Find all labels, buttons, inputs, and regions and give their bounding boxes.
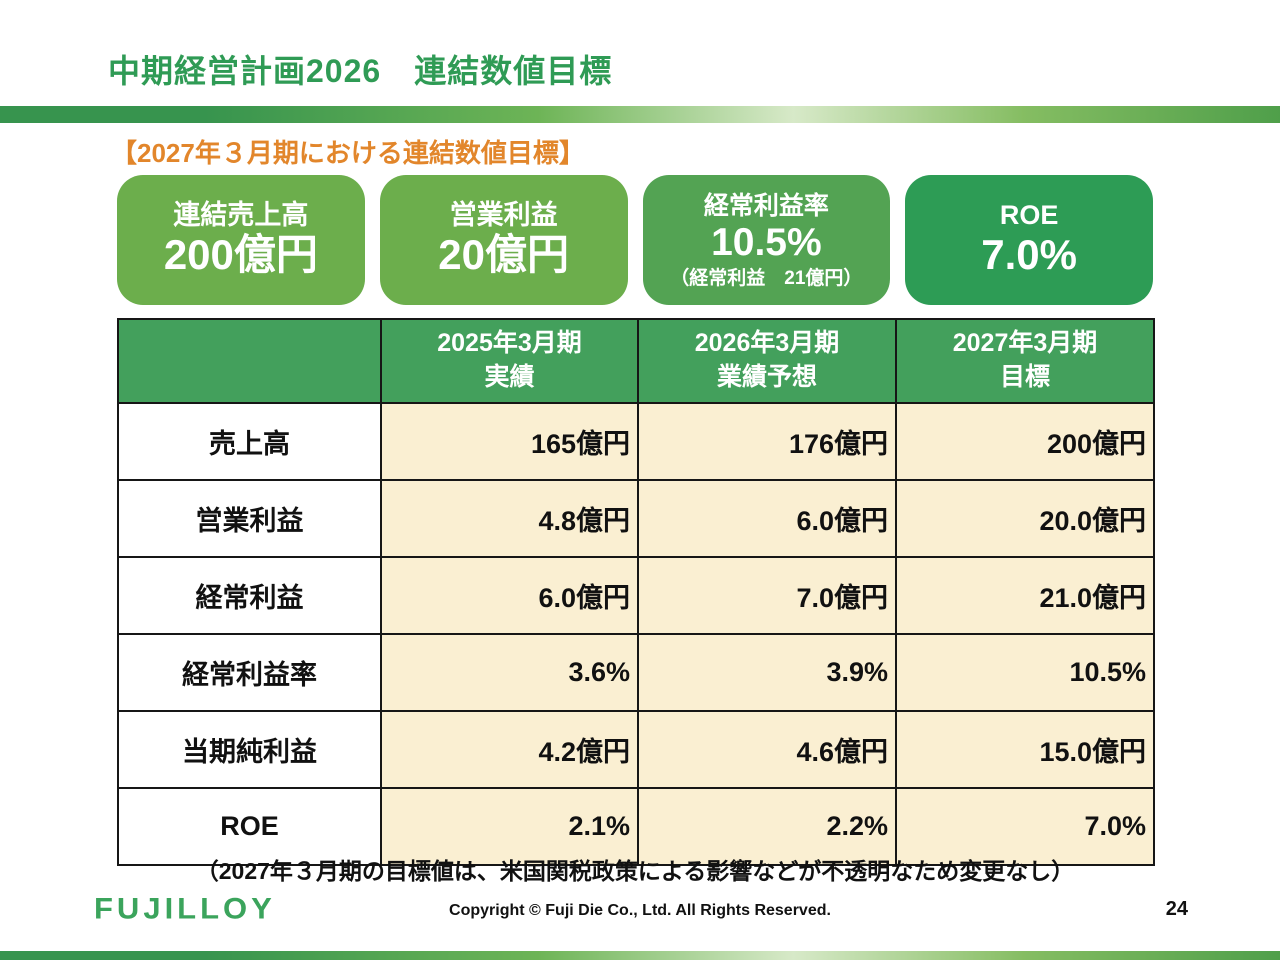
kpi-box-operating-profit: 営業利益 20億円	[379, 175, 628, 305]
value-cell: 2.1%	[380, 787, 639, 866]
header-line1: 2026年3月期	[694, 329, 840, 358]
row-label: 経常利益率	[117, 633, 382, 712]
kpi-value: 7.0%	[981, 231, 1077, 279]
row-label: ROE	[117, 787, 382, 866]
header-cell-fy2025: 2025年3月期 実績	[380, 318, 639, 404]
table-row: 売上高 165億円 176億円 200億円	[117, 402, 1155, 481]
table-footnote: （2027年３月期の目標値は、米国関税政策による影響などが不透明なため変更なし）	[195, 858, 1075, 884]
table-header-row: 2025年3月期 実績 2026年3月期 業績予想 2027年3月期 目標	[117, 318, 1155, 404]
section-heading: 【2027年３月期における連結数値目標】	[111, 138, 585, 168]
kpi-value: 20億円	[438, 231, 569, 279]
kpi-box-ordinary-profit-ratio: 経常利益率 10.5% （経常利益 21億円）	[642, 175, 891, 305]
header-line1: 2027年3月期	[952, 329, 1098, 358]
value-cell: 3.6%	[380, 633, 639, 712]
value-cell: 7.0%	[895, 787, 1155, 866]
bottom-accent-bar	[0, 951, 1280, 960]
value-cell: 20.0億円	[895, 479, 1155, 558]
kpi-box-roe: ROE 7.0%	[905, 175, 1153, 305]
value-cell: 6.0億円	[380, 556, 639, 635]
header-cell-fy2026: 2026年3月期 業績予想	[637, 318, 897, 404]
row-label: 営業利益	[117, 479, 382, 558]
header-cell-fy2027: 2027年3月期 目標	[895, 318, 1155, 404]
header-line2: 実績	[484, 363, 535, 391]
value-cell: 2.2%	[637, 787, 897, 866]
value-cell: 4.8億円	[380, 479, 639, 558]
copyright-text: Copyright © Fuji Die Co., Ltd. All Right…	[449, 902, 831, 919]
slide-title: 中期経営計画2026 連結数値目標	[108, 53, 613, 89]
fujilloy-logo: FUJILLOY	[94, 891, 276, 926]
kpi-subnote: （経常利益 21億円）	[670, 267, 863, 289]
page-number: 24	[1165, 898, 1188, 920]
value-cell: 176億円	[637, 402, 897, 481]
kpi-summary-row: 連結売上高 200億円 営業利益 20億円 経常利益率 10.5% （経常利益 …	[117, 175, 1153, 305]
value-cell: 10.5%	[895, 633, 1155, 712]
value-cell: 15.0億円	[895, 710, 1155, 789]
financial-targets-table: 2025年3月期 実績 2026年3月期 業績予想 2027年3月期 目標 売上…	[117, 318, 1155, 866]
row-label: 当期純利益	[117, 710, 382, 789]
table-row: 経常利益率 3.6% 3.9% 10.5%	[117, 633, 1155, 712]
table-row: ROE 2.1% 2.2% 7.0%	[117, 787, 1155, 866]
header-line2: 業績予想	[716, 363, 817, 391]
kpi-value: 200億円	[163, 231, 318, 279]
value-cell: 7.0億円	[637, 556, 897, 635]
kpi-box-net-sales: 連結売上高 200億円	[117, 175, 365, 305]
table-row: 経常利益 6.0億円 7.0億円 21.0億円	[117, 556, 1155, 635]
header-cell-blank	[117, 318, 382, 404]
table-row: 営業利益 4.8億円 6.0億円 20.0億円	[117, 479, 1155, 558]
value-cell: 21.0億円	[895, 556, 1155, 635]
row-label: 売上高	[117, 402, 382, 481]
value-cell: 4.6億円	[637, 710, 897, 789]
value-cell: 165億円	[380, 402, 639, 481]
table-row: 当期純利益 4.2億円 4.6億円 15.0億円	[117, 710, 1155, 789]
header-line2: 目標	[999, 363, 1050, 391]
row-label: 経常利益	[117, 556, 382, 635]
kpi-label: 連結売上高	[173, 200, 309, 231]
kpi-value: 10.5%	[711, 221, 822, 265]
header-line1: 2025年3月期	[437, 329, 582, 358]
kpi-label: 営業利益	[449, 200, 558, 231]
value-cell: 6.0億円	[637, 479, 897, 558]
kpi-label: 経常利益率	[703, 192, 829, 221]
value-cell: 200億円	[895, 402, 1155, 481]
kpi-label: ROE	[999, 200, 1059, 231]
value-cell: 3.9%	[637, 633, 897, 712]
value-cell: 4.2億円	[380, 710, 639, 789]
title-underline-bar	[0, 106, 1280, 123]
